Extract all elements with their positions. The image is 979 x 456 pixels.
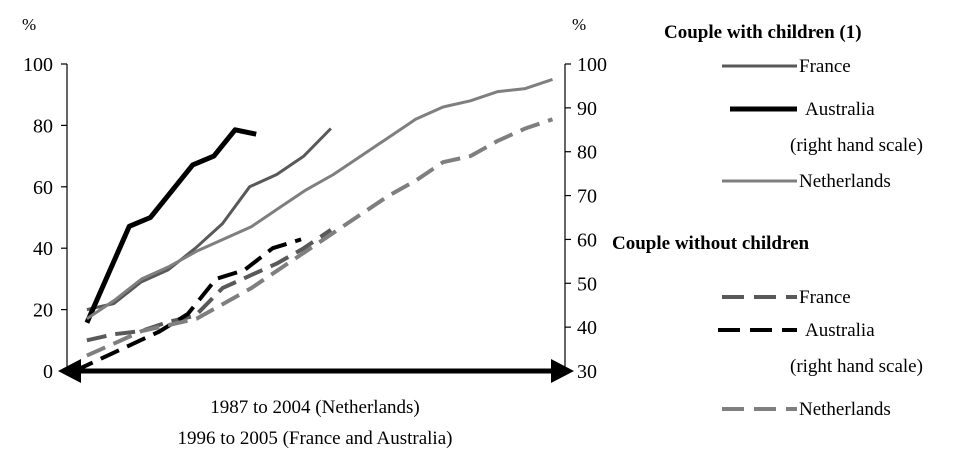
series-lines xyxy=(73,77,554,373)
right-tick-label: 60 xyxy=(577,229,597,251)
series-line-wc-france xyxy=(86,127,332,312)
left-tick-label: 40 xyxy=(33,238,53,260)
legend-group-with-children-title: Couple with children (1) xyxy=(664,22,862,43)
x-axis-right-arrow xyxy=(551,359,574,383)
left-y-ticks: 0 20 40 60 80 100 xyxy=(23,54,67,383)
right-tick-label: 100 xyxy=(577,54,607,76)
left-tick-label: 0 xyxy=(43,361,53,383)
right-tick-label: 30 xyxy=(577,361,597,383)
x-axis-caption-line1: 1987 to 2004 (Netherlands) xyxy=(210,397,419,418)
legend-label-woc-netherlands: Netherlands xyxy=(799,399,891,420)
series-line-wc-netherlands xyxy=(86,77,553,321)
right-tick-label: 80 xyxy=(577,142,597,164)
legend-label-woc-australia: Australia xyxy=(805,320,875,341)
left-tick-label: 80 xyxy=(33,115,53,137)
right-tick-label: 90 xyxy=(577,98,597,120)
right-tick-label: 70 xyxy=(577,186,597,208)
left-tick-label: 20 xyxy=(33,300,53,322)
legend-label-wc-netherlands: Netherlands xyxy=(799,171,891,192)
legend-note-wc-australia: (right hand scale) xyxy=(790,135,923,156)
right-axis-unit: % xyxy=(572,15,586,34)
legend-label-wc-australia: Australia xyxy=(805,99,875,120)
legend-group-without-children-title: Couple without children xyxy=(612,233,810,254)
legend-label-wc-france: France xyxy=(799,56,851,77)
left-tick-label: 60 xyxy=(33,177,53,199)
series-line-wc-australia xyxy=(84,127,257,324)
series-line-woc-australia xyxy=(73,237,302,373)
legend-note-woc-australia: (right hand scale) xyxy=(790,356,923,377)
series-line-woc-france xyxy=(86,228,333,343)
left-tick-label: 100 xyxy=(23,54,53,76)
left-axis-unit: % xyxy=(22,15,36,34)
series-line-woc-netherlands xyxy=(86,117,554,358)
legend: Couple with children (1) France Australi… xyxy=(612,22,923,420)
legend-label-woc-france: France xyxy=(799,287,851,308)
right-y-ticks: 30 40 50 60 70 80 90 100 xyxy=(565,54,607,383)
right-tick-label: 40 xyxy=(577,317,597,339)
x-axis-left-arrow xyxy=(58,359,81,383)
x-axis-caption-line2: 1996 to 2005 (France and Australia) xyxy=(178,428,453,449)
right-tick-label: 50 xyxy=(577,273,597,295)
